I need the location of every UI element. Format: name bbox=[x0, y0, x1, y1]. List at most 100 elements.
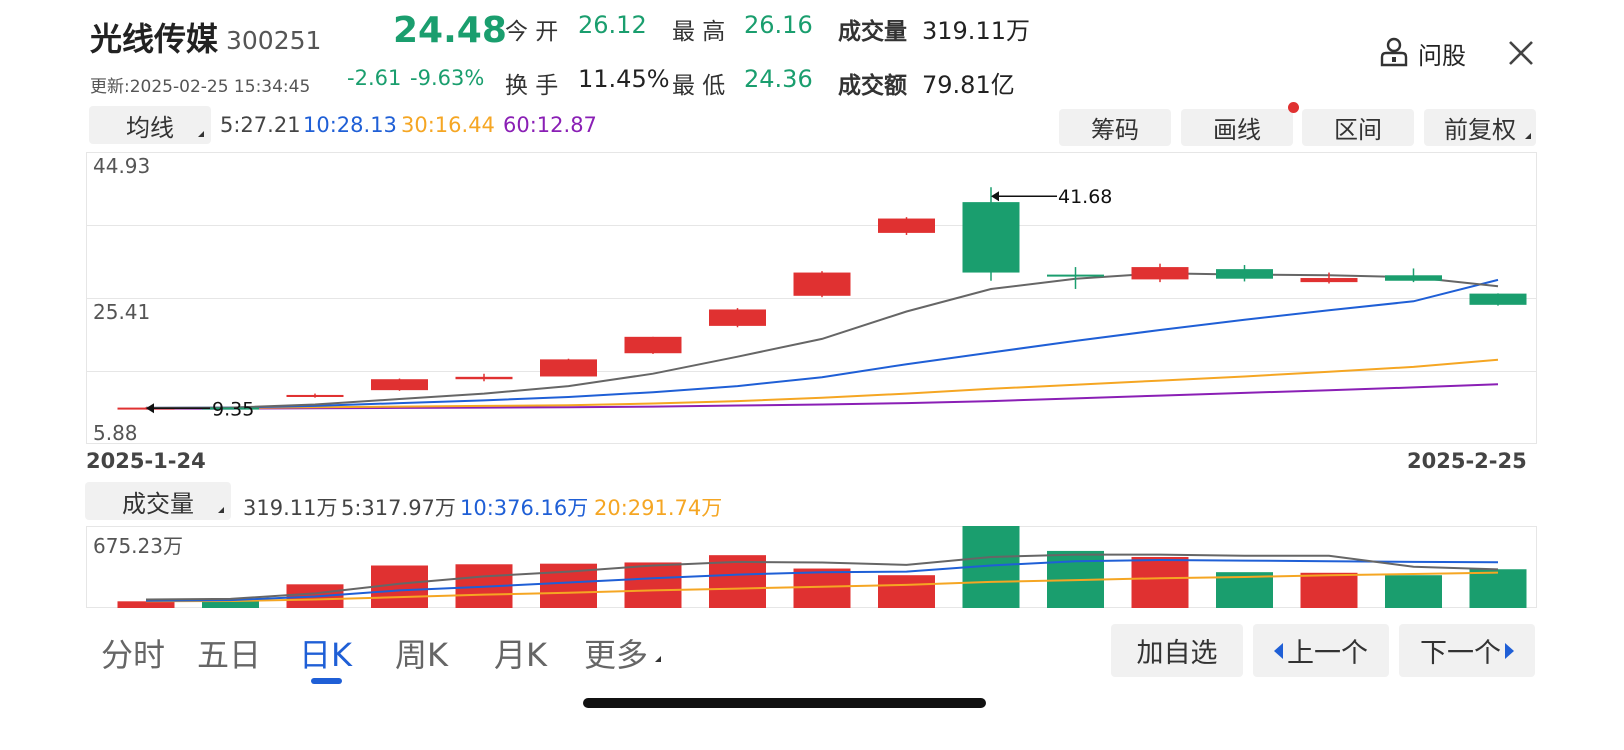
high-value: 26.16 bbox=[744, 11, 813, 39]
ask-stock-button[interactable]: 问股 bbox=[1378, 36, 1466, 70]
volume-value: 319.11万 bbox=[922, 17, 1030, 45]
adjust-button[interactable]: 前复权 bbox=[1424, 109, 1536, 146]
notification-dot bbox=[1288, 102, 1299, 113]
tab-more[interactable]: 更多 bbox=[584, 630, 648, 676]
volume-ma10-line bbox=[145, 558, 1499, 602]
dropdown-icon bbox=[655, 656, 661, 662]
dropdown-icon bbox=[1525, 133, 1531, 139]
x-label-start: 2025-1-24 bbox=[86, 449, 206, 473]
next-stock-button[interactable]: 下一个 bbox=[1399, 624, 1535, 677]
candle-body bbox=[540, 359, 597, 377]
tab-minute[interactable]: 分时 bbox=[101, 636, 166, 674]
update-time: 2025-02-25 15:34:45 bbox=[129, 77, 311, 97]
y-label-max: 44.93 bbox=[93, 154, 151, 178]
candle-body bbox=[624, 336, 682, 354]
add-watchlist-button[interactable]: 加自选 bbox=[1111, 624, 1243, 677]
volume-current: 319.11万 bbox=[243, 496, 338, 520]
dropdown-icon bbox=[198, 131, 204, 137]
volume-bar bbox=[1385, 575, 1442, 608]
range-label: 区间 bbox=[1334, 116, 1382, 144]
max-price-annotation: 41.68 bbox=[1058, 186, 1112, 208]
previous-stock-button[interactable]: 上一个 bbox=[1253, 624, 1389, 677]
volume-selector[interactable]: 成交量 bbox=[85, 482, 231, 520]
candle-body bbox=[455, 376, 513, 380]
candle-body bbox=[793, 272, 851, 296]
update-label: 更新:2025-02-25 15:34:45 bbox=[90, 77, 311, 97]
add-watchlist-label: 加自选 bbox=[1136, 638, 1218, 669]
open-label: 今 开 bbox=[505, 19, 559, 45]
ma5-value: 5:27.21 bbox=[220, 113, 301, 137]
tab-daily-k[interactable]: 日K bbox=[299, 636, 352, 674]
right-arrow-icon bbox=[1505, 642, 1514, 659]
volume-bar bbox=[202, 600, 259, 608]
person-icon bbox=[1378, 35, 1410, 71]
candle-body bbox=[962, 202, 1020, 273]
range-button[interactable]: 区间 bbox=[1302, 109, 1414, 146]
adjust-label: 前复权 bbox=[1444, 116, 1516, 144]
next-stock-label: 下一个 bbox=[1420, 638, 1501, 669]
x-label-end: 2025-2-25 bbox=[1407, 449, 1527, 473]
y-label-min: 5.88 bbox=[93, 421, 138, 445]
volume-ma20-line bbox=[145, 571, 1499, 603]
turnover-label: 换 手 bbox=[505, 73, 559, 99]
candle-body bbox=[1131, 267, 1189, 280]
candle-body bbox=[1047, 274, 1104, 277]
ma10-line bbox=[145, 278, 1499, 409]
candle-body bbox=[286, 394, 344, 397]
active-tab-indicator bbox=[311, 678, 342, 684]
min-price-annotation: 9.35 bbox=[212, 398, 254, 420]
ma60-line bbox=[146, 383, 1499, 410]
open-value: 26.12 bbox=[578, 11, 647, 39]
volume-ma10: 10:376.16万 bbox=[460, 496, 589, 520]
draw-line-button[interactable]: 画线 bbox=[1181, 109, 1293, 146]
current-price: 24.48 bbox=[393, 10, 507, 51]
turnover-value: 11.45% bbox=[578, 65, 670, 93]
volume-max-label: 675.23万 bbox=[93, 534, 183, 558]
ask-stock-label: 问股 bbox=[1418, 41, 1466, 70]
max-arrow-head bbox=[991, 191, 999, 202]
tab-five-day[interactable]: 五日 bbox=[197, 636, 262, 674]
candle-body bbox=[1216, 269, 1273, 279]
candle-body bbox=[1385, 275, 1442, 281]
previous-stock-label: 上一个 bbox=[1287, 638, 1368, 669]
tab-weekly-k[interactable]: 周K bbox=[395, 636, 448, 674]
chip-button[interactable]: 筹码 bbox=[1059, 109, 1171, 146]
min-arrow-head bbox=[146, 403, 154, 414]
tab-monthly-k[interactable]: 月K bbox=[494, 636, 547, 674]
kline-chart[interactable]: 41.68 9.35 bbox=[86, 152, 1537, 444]
candle-body bbox=[1300, 278, 1358, 283]
chip-label: 筹码 bbox=[1091, 116, 1139, 144]
ma60-value: 60:12.87 bbox=[503, 113, 597, 137]
volume-bar bbox=[793, 568, 851, 608]
high-label: 最 高 bbox=[672, 19, 726, 45]
volume-label: 成交量 bbox=[838, 19, 907, 45]
stock-code: 300251 bbox=[226, 26, 322, 55]
left-arrow-icon bbox=[1274, 642, 1283, 659]
candle-body bbox=[371, 379, 428, 391]
price-change: -2.61 bbox=[347, 66, 402, 90]
volume-ma5: 5:317.97万 bbox=[341, 496, 456, 520]
price-change-pct: -9.63% bbox=[410, 66, 485, 90]
ma30-line bbox=[145, 358, 1499, 410]
candle-body bbox=[1469, 293, 1527, 305]
volume-selector-label: 成交量 bbox=[122, 489, 194, 518]
volume-bar bbox=[1300, 572, 1358, 608]
low-value: 24.36 bbox=[744, 65, 813, 93]
stock-name: 光线传媒 bbox=[90, 20, 219, 58]
volume-chart[interactable] bbox=[86, 526, 1537, 608]
y-label-mid: 25.41 bbox=[93, 300, 151, 324]
volume-bar bbox=[878, 575, 935, 608]
ma-selector-label: 均线 bbox=[126, 113, 174, 142]
tab-more-label: 更多 bbox=[584, 636, 649, 674]
low-label: 最 低 bbox=[672, 73, 726, 99]
volume-bar bbox=[624, 562, 682, 608]
amount-label: 成交额 bbox=[838, 73, 907, 99]
ma-selector[interactable]: 均线 bbox=[89, 106, 211, 144]
volume-ma20: 20:291.74万 bbox=[594, 496, 723, 520]
volume-bar bbox=[1469, 569, 1527, 608]
home-indicator[interactable] bbox=[583, 698, 986, 708]
candle-body bbox=[202, 407, 259, 410]
close-icon[interactable] bbox=[1506, 38, 1536, 68]
volume-bar bbox=[117, 601, 175, 608]
volume-ma5-line bbox=[145, 553, 1499, 601]
